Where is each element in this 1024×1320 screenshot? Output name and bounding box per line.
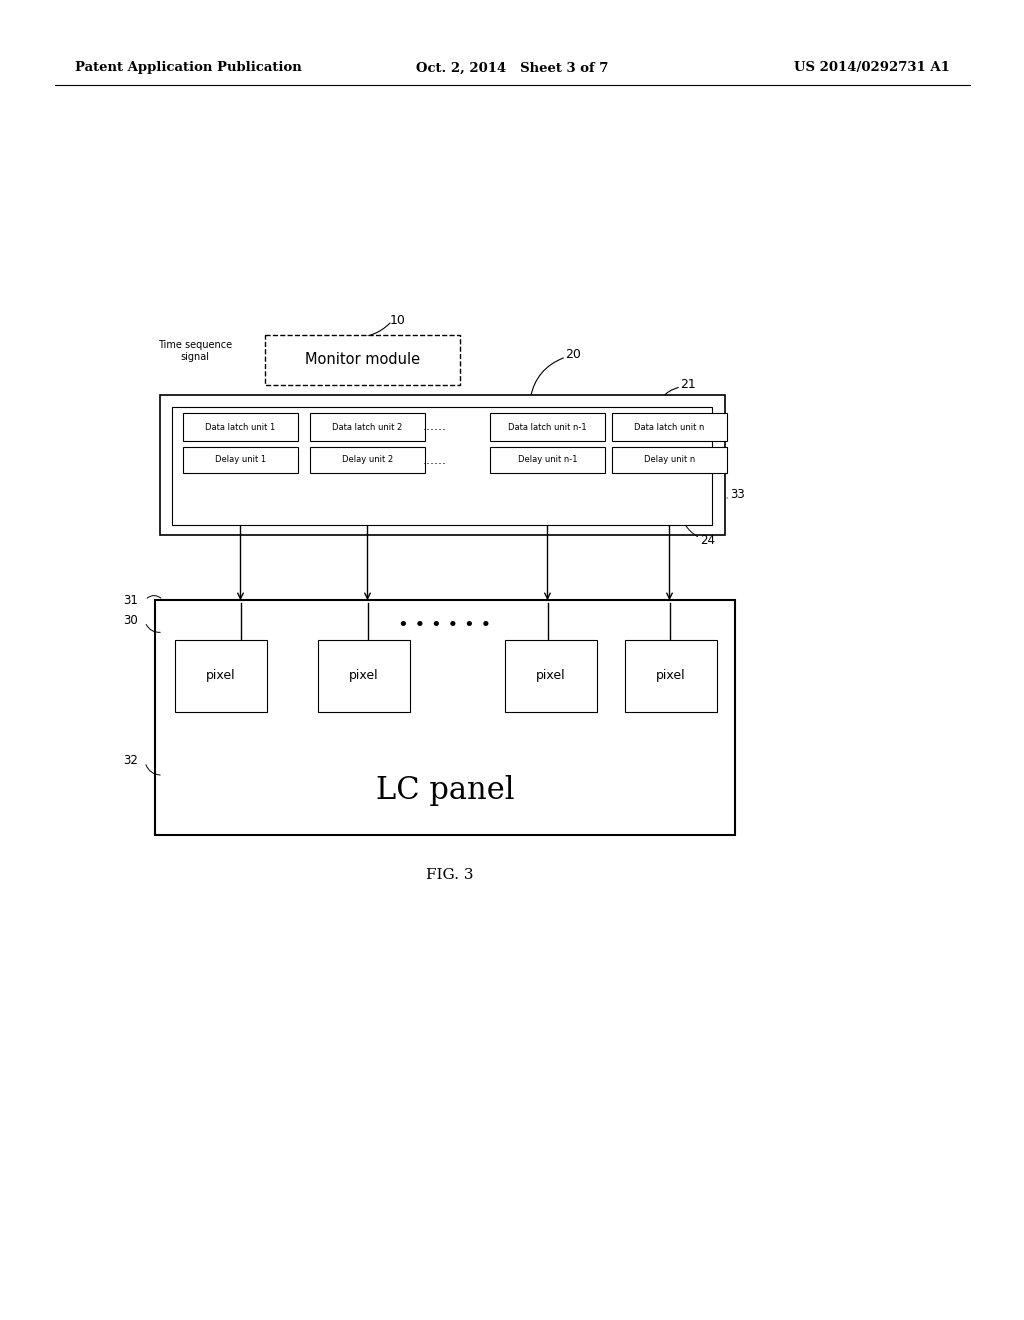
Text: 32: 32 (123, 754, 138, 767)
Text: pixel: pixel (656, 669, 686, 682)
Bar (612, 447, 727, 473)
Text: FIG. 3: FIG. 3 (426, 869, 474, 882)
Bar (490, 447, 605, 473)
Text: Delay unit 2: Delay unit 2 (342, 455, 393, 465)
Text: 20: 20 (565, 348, 581, 362)
Text: pixel: pixel (206, 669, 236, 682)
Text: Delay unit 1: Delay unit 1 (215, 455, 266, 465)
Text: 24: 24 (700, 533, 715, 546)
Bar (155, 601, 735, 836)
Bar (318, 640, 410, 711)
Text: Monitor module: Monitor module (305, 352, 420, 367)
Bar (183, 413, 298, 441)
Text: Data latch unit 2: Data latch unit 2 (333, 422, 402, 432)
Text: Time sequence
signal: Time sequence signal (158, 341, 232, 363)
Bar (505, 640, 597, 711)
Text: LC panel: LC panel (376, 775, 514, 805)
Text: Data latch unit n-1: Data latch unit n-1 (508, 422, 587, 432)
Bar (183, 447, 298, 473)
Text: Delay unit n-1: Delay unit n-1 (518, 455, 578, 465)
Text: ......: ...... (423, 421, 447, 433)
Bar (625, 640, 717, 711)
Text: Data latch unit n: Data latch unit n (634, 422, 705, 432)
Bar (310, 413, 425, 441)
Text: 33: 33 (730, 488, 744, 502)
Text: pixel: pixel (349, 669, 379, 682)
Text: Data latch unit 1: Data latch unit 1 (206, 422, 275, 432)
Bar (172, 407, 712, 525)
Text: 30: 30 (123, 614, 138, 627)
Text: Patent Application Publication: Patent Application Publication (75, 62, 302, 74)
Bar (310, 447, 425, 473)
Text: Delay unit n: Delay unit n (644, 455, 695, 465)
Text: Oct. 2, 2014   Sheet 3 of 7: Oct. 2, 2014 Sheet 3 of 7 (416, 62, 608, 74)
Text: 21: 21 (680, 379, 695, 392)
Bar (175, 640, 267, 711)
Bar (160, 395, 725, 535)
Text: • • • • • •: • • • • • • (398, 616, 492, 634)
Text: 31: 31 (123, 594, 138, 606)
Bar (265, 335, 460, 385)
Text: ......: ...... (423, 454, 447, 466)
Text: pixel: pixel (537, 669, 566, 682)
Bar (490, 413, 605, 441)
Text: US 2014/0292731 A1: US 2014/0292731 A1 (795, 62, 950, 74)
Text: 10: 10 (390, 314, 406, 326)
Bar (612, 413, 727, 441)
